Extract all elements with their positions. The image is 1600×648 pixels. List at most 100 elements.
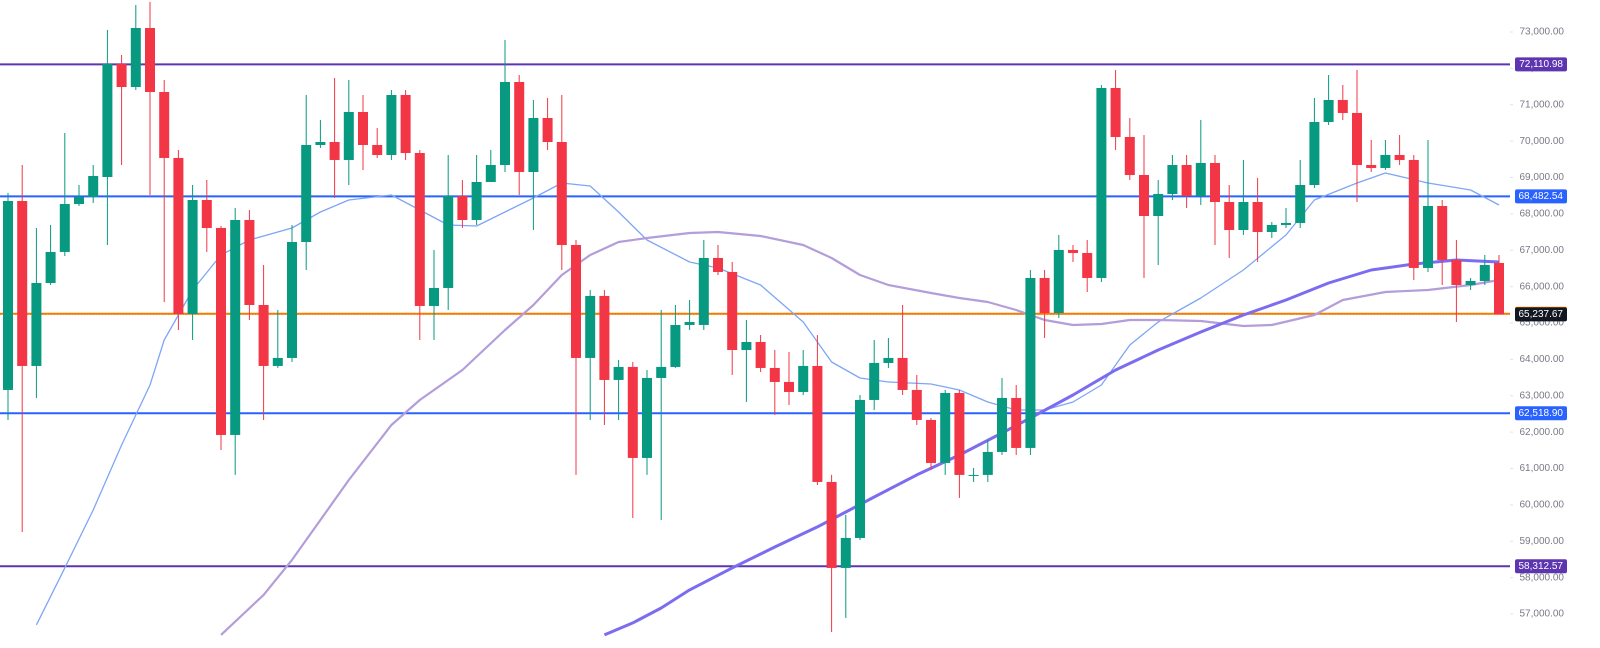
candle-body xyxy=(656,366,667,378)
candle-body xyxy=(926,419,936,463)
candle-body xyxy=(954,392,965,475)
candle-body xyxy=(1309,121,1320,185)
moving-average xyxy=(35,172,1500,626)
candle-body xyxy=(485,164,496,182)
candle-body xyxy=(1238,201,1249,230)
candle-body xyxy=(741,341,752,350)
candle-body xyxy=(556,142,567,245)
candle-body xyxy=(400,95,411,153)
y-tick-label: 60,000.00 xyxy=(1520,500,1565,511)
candle-body xyxy=(1053,249,1064,313)
candle-body xyxy=(997,397,1007,452)
candle-body xyxy=(145,28,155,92)
candle-body xyxy=(1167,164,1178,194)
candle-body xyxy=(755,341,766,368)
candle-body xyxy=(244,219,255,305)
candle-body xyxy=(429,287,439,306)
level-label: 62,518.90 xyxy=(1519,408,1564,419)
candle-body xyxy=(358,111,368,145)
candle-body xyxy=(315,142,326,145)
last-price-label: 65,237.67 xyxy=(1519,309,1564,320)
y-tick-label: 73,000.00 xyxy=(1520,27,1565,38)
candle-body xyxy=(585,295,596,358)
candle-body xyxy=(1139,174,1149,216)
level-label: 72,110.98 xyxy=(1519,59,1563,70)
candle-body xyxy=(1210,162,1220,202)
candle-body xyxy=(59,203,70,252)
candle-body xyxy=(1039,277,1050,313)
candle-body xyxy=(1025,277,1036,448)
y-tick-label: 65,000.00 xyxy=(1520,318,1565,329)
candle-body xyxy=(272,357,283,366)
candle-body xyxy=(45,251,56,283)
moving-average xyxy=(220,230,1500,636)
candle-body xyxy=(826,481,837,568)
candle-body xyxy=(31,282,42,366)
candle-body xyxy=(443,195,454,288)
candle-body xyxy=(230,219,241,435)
candle-body xyxy=(1068,249,1078,253)
candle-body xyxy=(940,392,951,463)
candle-body xyxy=(173,157,184,314)
candle-body xyxy=(982,451,993,475)
y-tick-label: 57,000.00 xyxy=(1520,609,1565,620)
y-tick-label: 71,000.00 xyxy=(1520,99,1565,110)
candle-body xyxy=(457,195,468,220)
candle-body xyxy=(727,271,738,350)
candle-body xyxy=(1494,262,1504,315)
candle-body xyxy=(1408,159,1419,268)
level-box xyxy=(1515,189,1567,204)
candle-body xyxy=(1465,280,1476,285)
candle-body xyxy=(1252,201,1263,232)
level-box xyxy=(1515,57,1567,72)
candle-body xyxy=(17,201,28,366)
candle-body xyxy=(500,81,510,165)
candle-body xyxy=(684,321,695,325)
candle-body xyxy=(968,474,979,476)
candle-body xyxy=(216,227,226,435)
y-tick-label: 69,000.00 xyxy=(1520,172,1565,183)
level-label: 68,482.54 xyxy=(1519,191,1564,202)
y-tick-label: 58,000.00 xyxy=(1520,572,1565,583)
candle-body xyxy=(1352,112,1362,165)
candle-body xyxy=(414,152,425,306)
candle-body xyxy=(329,142,340,160)
candle-body xyxy=(627,366,638,458)
candle-body xyxy=(514,81,525,172)
candle-body xyxy=(1479,264,1490,281)
y-tick-label: 64,000.00 xyxy=(1520,354,1565,365)
candle-body xyxy=(1295,184,1306,223)
candle-body xyxy=(1394,154,1405,160)
candle-body xyxy=(201,199,212,228)
candle-body xyxy=(713,257,723,272)
candle-body xyxy=(74,197,84,204)
candle-body xyxy=(1366,164,1377,168)
candle-body xyxy=(698,257,709,325)
level-box xyxy=(1515,406,1567,421)
candle-body xyxy=(1337,99,1348,113)
candle-body xyxy=(1224,201,1235,230)
moving-average xyxy=(603,258,1500,637)
y-tick-label: 70,000.00 xyxy=(1520,136,1565,147)
y-tick-label: 67,000.00 xyxy=(1520,245,1565,256)
level-label: 58,312.57 xyxy=(1519,561,1564,572)
candle-body xyxy=(1323,99,1334,122)
candle-body xyxy=(88,175,99,198)
candle-body xyxy=(287,241,297,358)
candle-body xyxy=(471,181,482,220)
candle-body xyxy=(372,144,383,155)
candle-body xyxy=(301,144,312,242)
candle-body xyxy=(1380,154,1391,168)
candle-body xyxy=(1153,193,1164,216)
candle-body xyxy=(159,91,170,158)
candle-body xyxy=(840,537,851,568)
candle-body xyxy=(1181,164,1192,196)
y-tick-label: 63,000.00 xyxy=(1520,390,1565,401)
candle-body xyxy=(869,362,880,400)
candle-body xyxy=(116,63,127,88)
candle-body xyxy=(883,357,894,363)
candle-body xyxy=(1195,162,1206,196)
candle-body xyxy=(897,357,908,390)
candle-body xyxy=(812,365,823,482)
